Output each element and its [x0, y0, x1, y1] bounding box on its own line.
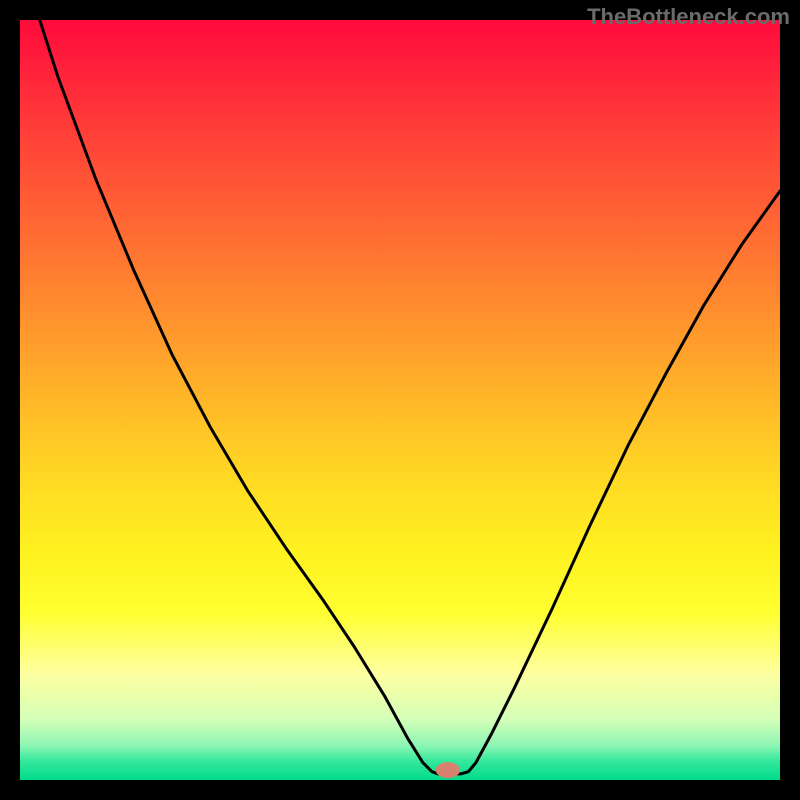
bottleneck-chart: TheBottleneck.com — [0, 0, 800, 800]
chart-svg — [0, 0, 800, 800]
watermark-label: TheBottleneck.com — [587, 4, 790, 30]
plot-area — [20, 20, 780, 780]
optimal-marker — [436, 762, 460, 778]
